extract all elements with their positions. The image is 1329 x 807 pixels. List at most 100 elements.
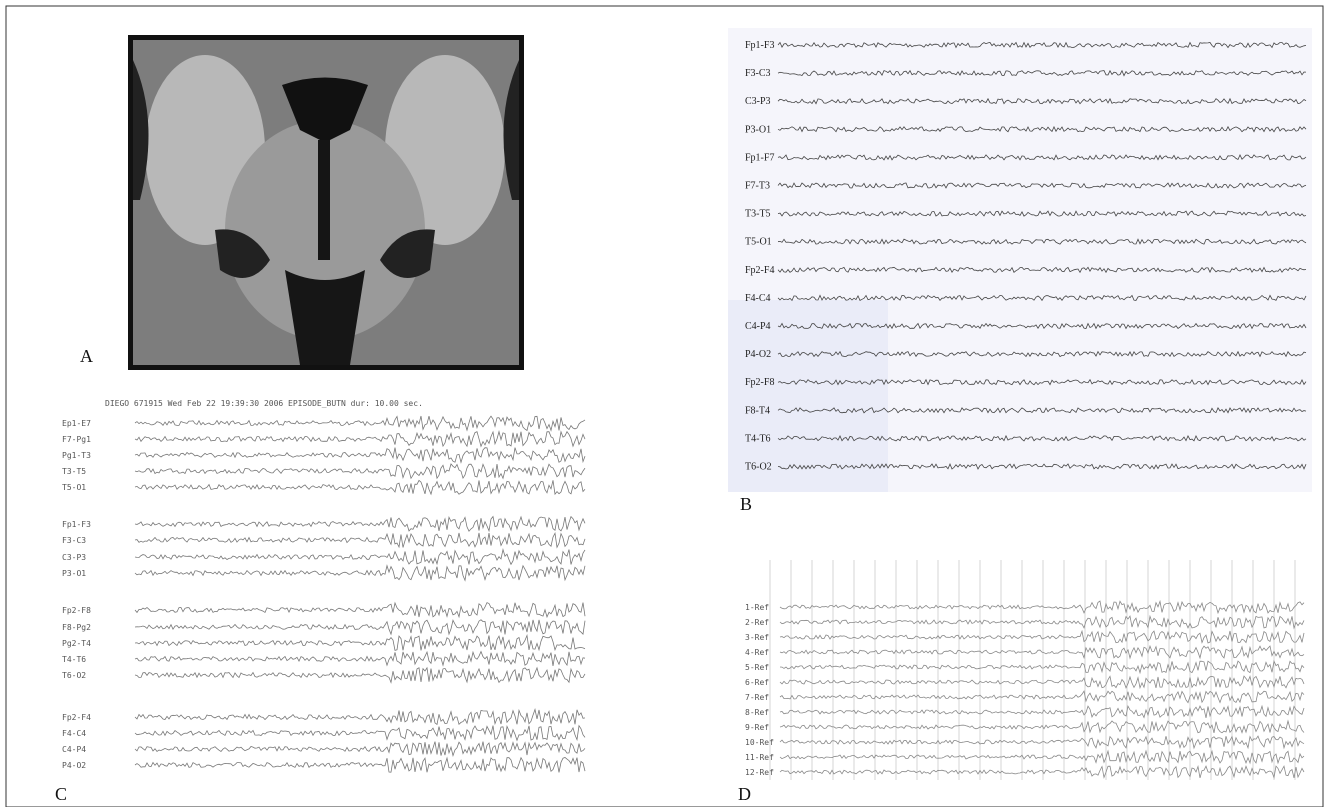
channel-label: 7-Ref [745, 693, 769, 702]
eeg-trace [134, 447, 586, 464]
eeg-trace [777, 266, 1307, 274]
channel-label: F4-C4 [62, 729, 86, 738]
eeg-trace [779, 644, 1305, 660]
eeg-trace [134, 708, 586, 726]
channel-label: T3-T5 [62, 467, 86, 476]
channel-label: 6-Ref [745, 678, 769, 687]
channel-label: T3-T5 [745, 209, 771, 220]
eeg-trace [779, 749, 1305, 765]
eeg-trace [777, 210, 1307, 217]
channel-label: Fp1-F3 [745, 40, 774, 51]
eeg-trace [779, 675, 1305, 690]
channel-label: T6-O2 [62, 671, 86, 680]
mri-image [128, 35, 524, 370]
eeg-trace [779, 690, 1305, 704]
eeg-trace [134, 756, 586, 773]
eeg-trace [134, 515, 586, 533]
channel-label: Ep1-E7 [62, 419, 91, 428]
eeg-trace [777, 182, 1307, 189]
eeg-trace [134, 463, 586, 480]
eeg-trace [777, 294, 1307, 302]
channel-label: C3-P3 [62, 553, 86, 562]
channel-label: 2-Ref [745, 618, 769, 627]
panel-label: A [80, 346, 93, 366]
eeg-trace [777, 238, 1307, 245]
eeg-trace [779, 659, 1305, 675]
channel-label: 5-Ref [745, 663, 769, 672]
eeg-trace [134, 564, 586, 582]
eeg-trace [779, 764, 1305, 780]
eeg-trace [134, 601, 586, 619]
eeg-trace [779, 629, 1305, 644]
eeg-trace [134, 532, 586, 549]
channel-label: F7-Pg1 [62, 435, 91, 444]
channel-label: 3-Ref [745, 633, 769, 642]
eeg-trace [777, 125, 1307, 133]
eeg-trace [777, 41, 1307, 49]
panel-label: B [740, 494, 752, 514]
channel-label: 10-Ref [745, 738, 774, 747]
eeg-trace [777, 322, 1307, 330]
channel-label: T5-O1 [745, 237, 772, 248]
channel-label: F4-C4 [745, 293, 771, 304]
eeg-trace [134, 633, 586, 652]
eeg-trace [779, 599, 1305, 615]
channel-label: 8-Ref [745, 708, 769, 717]
channel-label: Fp2-F8 [62, 606, 91, 615]
channel-label: Fp1-F7 [745, 152, 774, 163]
channel-label: P3-O1 [745, 124, 771, 135]
channel-label: 12-Ref [745, 768, 774, 777]
channel-label: P4-O2 [745, 349, 771, 360]
eeg-trace [777, 97, 1307, 105]
eeg-trace [134, 619, 586, 636]
channel-label: 4-Ref [745, 648, 769, 657]
channel-label: F8-T4 [745, 405, 770, 416]
eeg-trace [777, 463, 1307, 470]
panel-label: D [738, 784, 751, 804]
channel-label: T4-T6 [745, 433, 771, 444]
channel-label: C4-P4 [62, 745, 86, 754]
eeg-trace [134, 415, 586, 432]
eeg-trace [134, 430, 586, 448]
eeg-trace [134, 724, 586, 742]
eeg-trace [777, 407, 1307, 414]
channel-label: 1-Ref [745, 603, 769, 612]
channel-label: T4-T6 [62, 655, 86, 664]
eeg-trace [134, 650, 586, 667]
eeg-trace [777, 434, 1307, 442]
channel-label: Fp1-F3 [62, 520, 91, 529]
channel-label: Pg2-T4 [62, 639, 91, 648]
panel-label: C [55, 784, 67, 804]
eeg-trace [777, 378, 1307, 386]
channel-label: F8-Pg2 [62, 623, 91, 632]
eeg-trace [779, 614, 1305, 630]
channel-label: F3-C3 [745, 68, 771, 79]
channel-label: C4-P4 [745, 321, 771, 332]
eeg-trace [777, 69, 1307, 77]
eeg-trace [777, 154, 1307, 161]
channel-label: T5-O1 [62, 483, 86, 492]
eeg-trace [134, 741, 586, 758]
eeg-header: DIEGO 671915 Wed Feb 22 19:39:30 2006 EP… [105, 399, 423, 408]
channel-label: Fp2-F4 [745, 265, 774, 276]
channel-label: F3-C3 [62, 536, 86, 545]
eeg-trace [779, 704, 1305, 719]
channel-label: Fp2-F8 [745, 377, 774, 388]
eeg-trace [779, 735, 1305, 750]
eeg-trace [777, 350, 1307, 358]
eeg-trace [134, 548, 586, 566]
eeg-trace [134, 666, 586, 684]
channel-label: Fp2-F4 [62, 713, 91, 722]
frame [5, 5, 1324, 807]
eeg-trace [779, 719, 1305, 734]
channel-label: 9-Ref [745, 723, 769, 732]
eeg-panel-b-tint [728, 300, 888, 492]
channel-label: C3-P3 [745, 96, 771, 107]
channel-label: 11-Ref [745, 753, 774, 762]
eeg-trace [134, 479, 586, 496]
channel-label: P4-O2 [62, 761, 86, 770]
channel-label: F7-T3 [745, 181, 770, 192]
channel-label: T6-O2 [745, 462, 772, 473]
channel-label: P3-O1 [62, 569, 86, 578]
